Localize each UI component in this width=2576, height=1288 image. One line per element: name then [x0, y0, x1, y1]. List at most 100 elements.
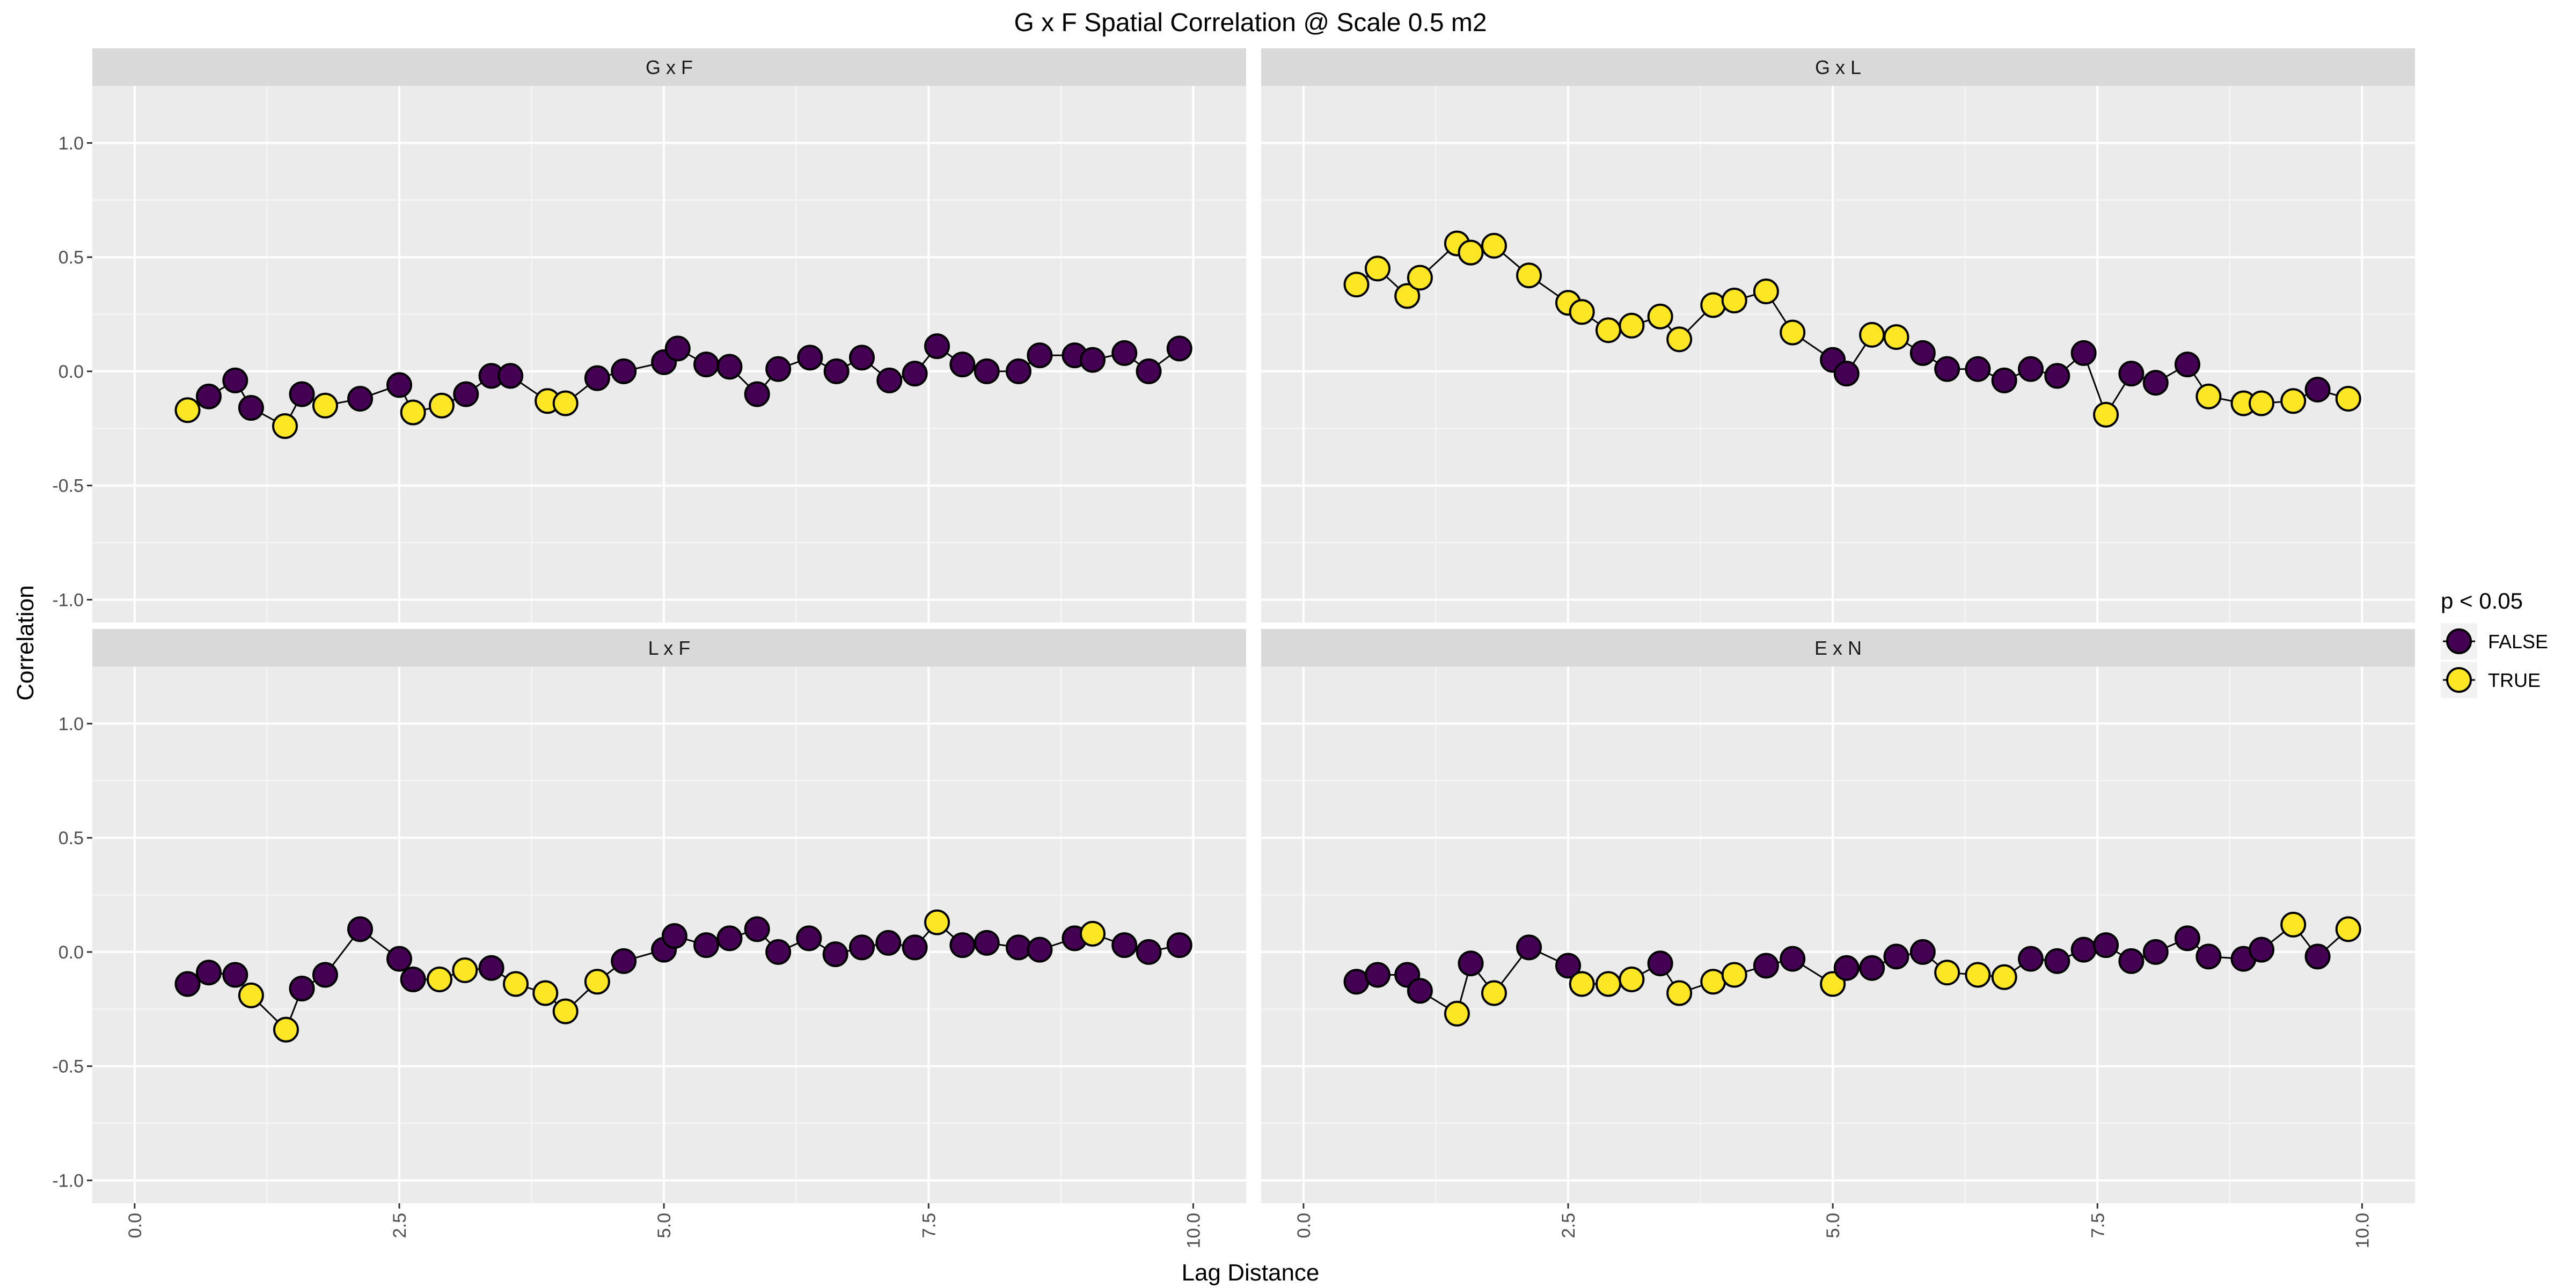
data-point — [1569, 299, 1595, 325]
data-point — [1555, 953, 1582, 979]
data-point — [1647, 303, 1673, 330]
data-point — [1595, 971, 1621, 997]
data-point — [2017, 946, 2044, 972]
data-point — [502, 971, 529, 997]
data-point — [1909, 939, 1936, 965]
data-point — [1700, 969, 1726, 995]
y-axis-title: Correlation — [12, 585, 39, 700]
data-point — [426, 966, 452, 992]
data-point — [238, 395, 264, 421]
facet-panels: G x F -1.0 -0.5 0.0 0.5 1.0 G x L L x F -1.0 -0.5… — [52, 48, 2415, 1248]
data-point — [2304, 376, 2331, 402]
data-point — [876, 367, 903, 393]
data-point — [693, 932, 720, 958]
data-point — [272, 413, 298, 440]
data-point — [195, 960, 222, 986]
data-point — [2335, 916, 2361, 942]
data-point — [400, 966, 426, 992]
data-point — [974, 930, 1000, 956]
data-point — [289, 976, 315, 1001]
facet-strip — [1261, 48, 2415, 86]
data-point — [2335, 385, 2361, 412]
data-point — [1343, 272, 1370, 298]
data-point — [347, 385, 374, 412]
data-point — [1166, 932, 1192, 958]
data-point — [584, 969, 610, 995]
data-point — [1136, 358, 1162, 384]
legend-entry-label: FALSE — [2488, 631, 2548, 653]
data-point — [1079, 920, 1106, 947]
data-point — [1666, 980, 1693, 1006]
data-point — [289, 381, 315, 407]
data-point — [1833, 955, 1860, 981]
data-point — [1136, 939, 1162, 965]
data-point — [1111, 932, 1138, 958]
data-point — [222, 367, 248, 393]
data-point — [2280, 911, 2307, 938]
data-point — [195, 383, 222, 409]
facet-panel: E x N 0.0 2.5 5.0 7.5 10.0 — [1261, 629, 2415, 1248]
data-point — [2142, 370, 2169, 396]
y-tick-label: -1.0 — [52, 590, 84, 610]
data-point — [848, 934, 875, 961]
data-point — [174, 397, 201, 423]
data-point — [2196, 943, 2222, 970]
legend-title: p < 0.05 — [2441, 588, 2523, 613]
legend-entries: FALSE TRUE — [2441, 623, 2548, 698]
data-point — [174, 971, 201, 997]
data-point — [478, 955, 504, 981]
data-point — [796, 925, 822, 952]
data-point — [823, 358, 850, 384]
facet-strip-label: G x F — [646, 56, 693, 78]
x-tick-label: 7.5 — [2088, 1213, 2108, 1238]
data-point — [1516, 262, 1542, 289]
data-point — [1965, 356, 1991, 382]
data-point — [1753, 278, 1779, 304]
data-point — [664, 335, 691, 362]
y-tick-label: 0.0 — [58, 942, 84, 963]
facet-strip — [92, 48, 1246, 86]
data-point — [1394, 283, 1421, 309]
facet-strip — [92, 629, 1246, 667]
data-point — [661, 923, 687, 949]
y-tick-label: 0.0 — [58, 362, 84, 382]
data-point — [2248, 936, 2274, 963]
data-point — [1027, 936, 1053, 963]
data-point — [452, 957, 478, 983]
data-point — [2142, 939, 2169, 965]
data-point — [2093, 932, 2119, 958]
data-point — [2280, 388, 2307, 414]
data-point — [312, 392, 338, 419]
data-point — [974, 358, 1000, 384]
data-point — [2017, 356, 2044, 382]
data-point — [2196, 383, 2222, 409]
data-point — [2070, 936, 2097, 963]
data-point — [1780, 946, 1806, 972]
data-point — [1481, 980, 1507, 1006]
data-point — [2093, 401, 2119, 428]
data-point — [716, 925, 743, 952]
data-point — [924, 333, 950, 360]
data-point — [611, 948, 637, 974]
data-point — [1909, 340, 1936, 366]
legend-key-point — [2446, 667, 2472, 693]
data-point — [1965, 962, 1991, 988]
y-tick-label: -1.0 — [52, 1170, 84, 1191]
data-point — [1166, 335, 1192, 362]
x-tick-label: 5.0 — [1823, 1213, 1843, 1238]
data-point — [238, 982, 264, 1008]
data-point — [822, 941, 848, 968]
data-point — [386, 372, 413, 398]
data-point — [222, 962, 248, 988]
data-point — [1619, 966, 1645, 992]
data-point — [1859, 321, 1885, 348]
panel-background — [1261, 667, 2415, 1203]
x-tick-label: 5.0 — [654, 1213, 675, 1238]
y-tick-label: 1.0 — [58, 133, 84, 153]
data-point — [2118, 361, 2145, 387]
data-point — [400, 399, 426, 426]
data-point — [1458, 950, 1484, 977]
data-point — [2174, 352, 2200, 378]
data-point — [2044, 363, 2070, 389]
